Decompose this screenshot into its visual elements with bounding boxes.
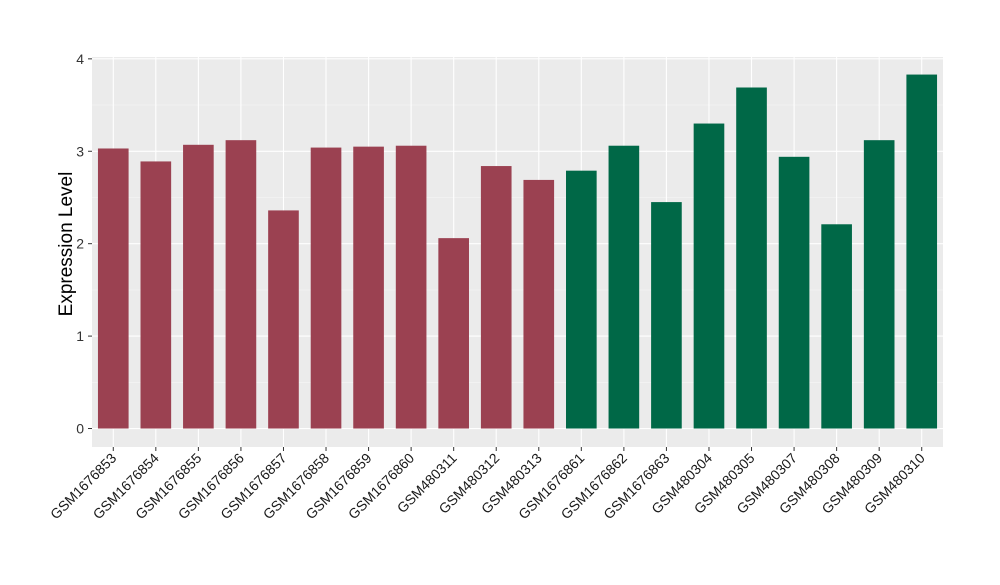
y-axis-label: Expression Level [56,172,77,317]
bar-GSM480310 [906,74,938,429]
bar-GSM480311 [438,238,469,429]
y-tick-label: 4 [76,51,84,67]
y-tick-label: 3 [76,143,84,159]
y-tick-label: 0 [76,421,84,437]
bar-GSM1676857 [268,210,299,429]
plot-panel [92,57,943,447]
bar-GSM1676855 [183,144,214,429]
bar-GSM1676853 [97,148,129,429]
bar-GSM480307 [778,156,810,429]
bar-GSM480309 [863,140,895,429]
bar-GSM1676863 [651,202,682,429]
bar-GSM1676854 [140,161,172,429]
bar-GSM1676862 [608,145,640,429]
y-tick-label: 1 [76,328,84,344]
bar-GSM480313 [523,179,555,429]
bar-GSM480308 [821,224,852,429]
bar-GSM1676858 [310,147,342,429]
y-tick-label: 2 [76,236,84,252]
bar-GSM480312 [480,166,512,429]
bar-GSM480304 [693,123,725,429]
bar-GSM480305 [736,87,767,429]
bar-GSM1676859 [353,146,384,429]
bar-GSM1676860 [395,145,427,429]
bar-GSM1676861 [566,170,597,429]
bar-GSM1676856 [225,140,257,429]
